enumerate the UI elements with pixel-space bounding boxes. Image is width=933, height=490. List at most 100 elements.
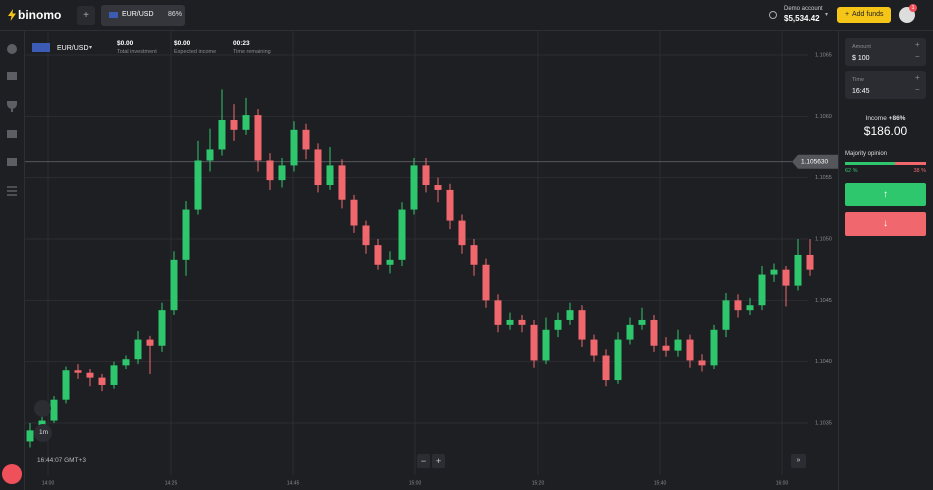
tab-pair: EUR/USD bbox=[122, 11, 154, 18]
majority-up-label: 62 % bbox=[845, 168, 858, 174]
candle-body bbox=[326, 165, 334, 186]
candle-body bbox=[542, 329, 550, 361]
candle-body bbox=[782, 269, 790, 286]
candle-body bbox=[86, 372, 94, 378]
income: $186.00 bbox=[863, 124, 908, 138]
income-row: Income +86% bbox=[838, 115, 933, 122]
candle-body bbox=[398, 209, 406, 260]
income-label: Income bbox=[865, 115, 887, 122]
amount-plus[interactable]: + bbox=[915, 40, 920, 49]
candle-body bbox=[722, 300, 730, 330]
y-tick-label: 1.1065 bbox=[815, 52, 832, 58]
icon[interactable] bbox=[7, 101, 17, 112]
candle-body bbox=[146, 339, 154, 346]
icon[interactable] bbox=[7, 130, 17, 138]
time: 16:45 bbox=[852, 88, 870, 95]
candle-body bbox=[266, 160, 274, 181]
icon[interactable] bbox=[7, 44, 17, 54]
candle-body bbox=[626, 324, 634, 340]
y-tick-label: 1.1040 bbox=[815, 359, 832, 365]
candle-body bbox=[662, 345, 670, 351]
pair-caret: ▾ bbox=[89, 45, 93, 51]
candle-body bbox=[170, 259, 178, 311]
chat-button[interactable] bbox=[2, 464, 22, 484]
candle-body bbox=[806, 254, 814, 270]
amount-minus[interactable]: − bbox=[915, 52, 920, 61]
trade-panel bbox=[838, 31, 933, 490]
refresh-icon[interactable] bbox=[768, 10, 778, 20]
x-tick-label: 15:40 bbox=[654, 480, 667, 486]
balance: $5,534.42 bbox=[784, 14, 820, 23]
expected-income-label: Expected income bbox=[174, 49, 217, 55]
down-button[interactable]: ↓ bbox=[845, 212, 926, 236]
zoom-out[interactable]: − bbox=[417, 454, 430, 468]
y-tick-label: 1.1055 bbox=[815, 175, 832, 181]
candle-body bbox=[134, 339, 142, 360]
candle-body bbox=[710, 329, 718, 366]
candle-body bbox=[158, 310, 166, 346]
clock: 16:44:07 GMT+3 bbox=[37, 457, 86, 464]
add-funds-button[interactable] bbox=[837, 7, 891, 23]
candle-body bbox=[446, 189, 454, 221]
candle-body bbox=[386, 259, 394, 265]
add-funds-plus: + bbox=[845, 11, 850, 18]
icon[interactable] bbox=[7, 158, 17, 166]
candle-body bbox=[794, 254, 802, 286]
candle-body bbox=[62, 370, 70, 400]
candle-body bbox=[122, 359, 130, 366]
candle-body bbox=[74, 370, 82, 373]
x-tick-label: 16:00 bbox=[776, 480, 789, 486]
candle-body bbox=[350, 199, 358, 226]
y-tick-label: 1.1045 bbox=[815, 298, 832, 304]
candle-body bbox=[194, 160, 202, 210]
time-plus[interactable]: + bbox=[915, 73, 920, 82]
majority-down-bar bbox=[895, 162, 926, 165]
caret: ▾ bbox=[825, 12, 829, 18]
icon[interactable] bbox=[7, 186, 17, 196]
candle-body bbox=[338, 165, 346, 200]
notification-badge: 1 bbox=[909, 4, 917, 12]
candle-body bbox=[50, 399, 58, 421]
pair-flag bbox=[32, 43, 50, 52]
candle-body bbox=[182, 209, 190, 260]
logo: binomo bbox=[18, 8, 62, 22]
asset-tab[interactable] bbox=[101, 5, 185, 26]
up-button[interactable]: ↑ bbox=[845, 183, 926, 206]
majority-up-bar bbox=[845, 162, 896, 165]
candle-body bbox=[734, 300, 742, 311]
candle-body bbox=[698, 360, 706, 366]
candle-body bbox=[230, 120, 238, 130]
time-box[interactable] bbox=[845, 71, 926, 99]
account-label: Demo account bbox=[784, 6, 823, 12]
candle-body bbox=[362, 225, 370, 246]
draw-tool-button[interactable] bbox=[34, 400, 51, 417]
candle-body bbox=[422, 165, 430, 186]
icon[interactable] bbox=[7, 72, 17, 80]
amount-box[interactable] bbox=[845, 38, 926, 66]
y-tick-label: 1.1035 bbox=[815, 420, 832, 426]
timeframe-button[interactable] bbox=[34, 424, 52, 442]
add-funds-text: Add funds bbox=[852, 11, 884, 18]
time-minus[interactable]: − bbox=[915, 85, 920, 94]
candle-body bbox=[302, 129, 310, 150]
candle-body bbox=[746, 305, 754, 311]
scroll-end[interactable]: » bbox=[791, 454, 806, 468]
price-label: 1.105630 bbox=[801, 158, 828, 165]
total-investment: $0.00 bbox=[117, 40, 134, 47]
flag bbox=[109, 12, 118, 18]
zoom-in[interactable]: + bbox=[432, 454, 445, 468]
time-remaining: 00:23 bbox=[233, 40, 250, 47]
time-label: Time bbox=[852, 77, 865, 83]
add-tab[interactable]: + bbox=[77, 6, 95, 25]
majority-label: Majority opinion bbox=[845, 151, 888, 157]
tab-payout: 86% bbox=[168, 11, 183, 18]
amount: $ 100 bbox=[852, 55, 870, 62]
candle-body bbox=[650, 319, 658, 346]
candle-body bbox=[614, 339, 622, 381]
pair[interactable]: EUR/USD bbox=[57, 45, 89, 52]
candle-body bbox=[602, 355, 610, 381]
candle-body bbox=[578, 310, 586, 340]
candle-body bbox=[758, 274, 766, 306]
candle-body bbox=[554, 319, 562, 330]
x-tick-label: 14:00 bbox=[42, 480, 55, 486]
